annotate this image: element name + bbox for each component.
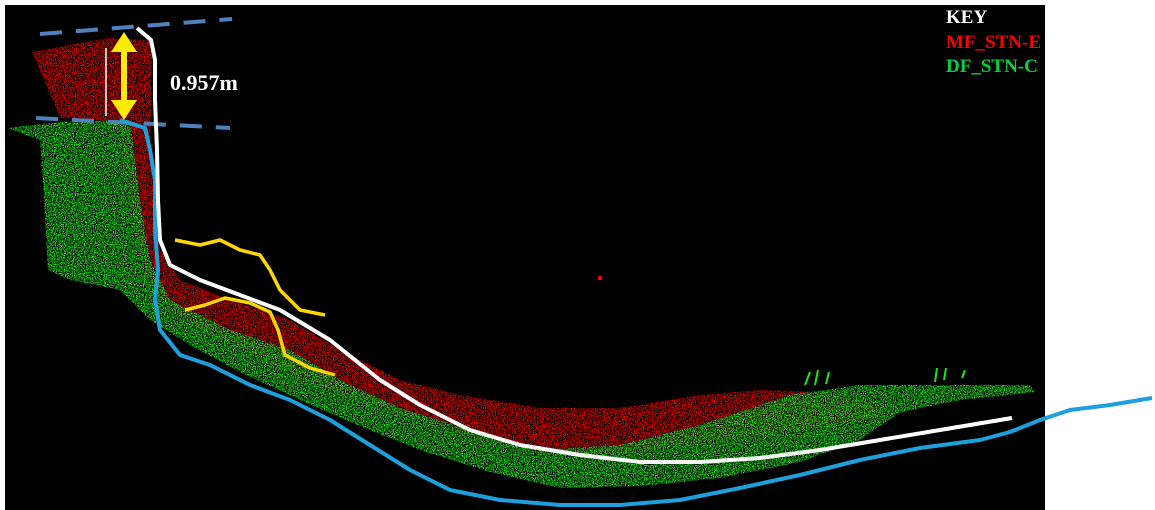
legend-title: KEY [946, 7, 987, 28]
upper-reference-line [39, 17, 233, 36]
reference-lines [35, 17, 233, 130]
green-point-cloud [8, 120, 1035, 488]
measurement-label: 0.957m [170, 70, 238, 95]
green-specks [804, 367, 966, 386]
legend-item-mf-stn-e: MF_STN-E [946, 32, 1041, 53]
lower-reference-line [35, 116, 231, 130]
blue-profile-line [119, 118, 1153, 507]
legend: KEY MF_STN-E DF_STN-C [946, 7, 1041, 77]
yellow-outlines [174, 238, 336, 377]
yellow-outline-lower [184, 296, 336, 377]
red-marker-dot [598, 276, 602, 280]
legend-item-df-stn-c: DF_STN-C [946, 56, 1038, 77]
measurement-arrow [111, 32, 137, 120]
yellow-outline-upper [174, 238, 326, 317]
white-profile-line [135, 26, 1013, 464]
